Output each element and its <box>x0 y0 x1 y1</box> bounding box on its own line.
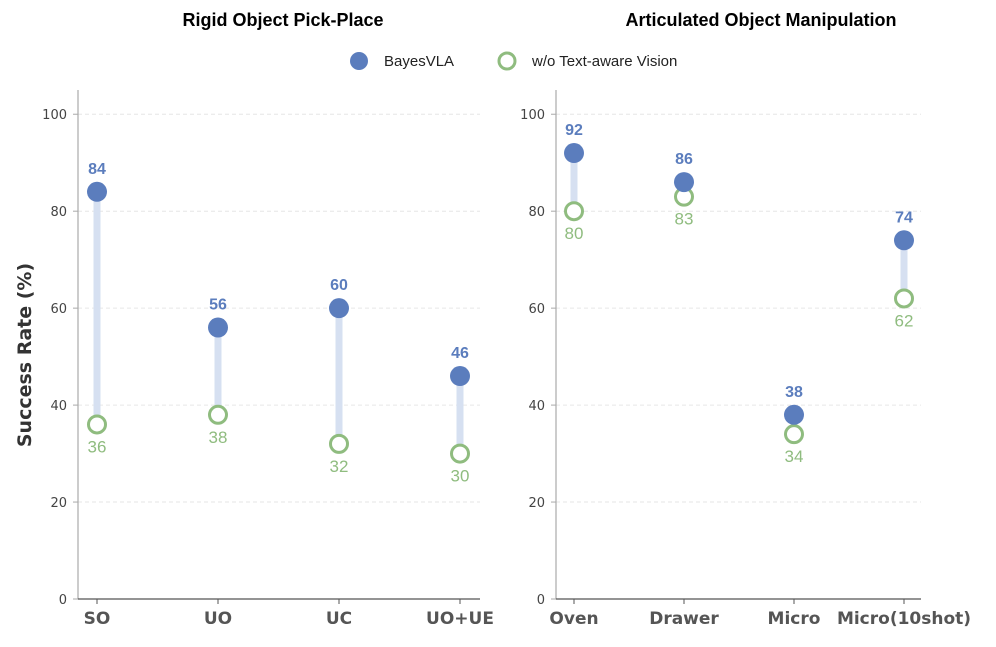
y-tick-label: 60 <box>528 302 545 317</box>
x-tick-label: Micro(10shot) <box>837 609 971 629</box>
data-label-bayesvla: 38 <box>785 384 803 401</box>
data-label-bayesvla: 46 <box>451 345 469 362</box>
x-tick-label: Oven <box>549 609 598 629</box>
legend-marker-without <box>497 51 517 71</box>
y-tick-label: 100 <box>520 108 545 123</box>
x-tick-label: UC <box>326 609 352 629</box>
data-label-without: 38 <box>209 428 228 447</box>
data-label-without: 34 <box>785 447 804 466</box>
point-bayesvla <box>87 181 107 202</box>
y-tick-label: 20 <box>50 496 67 511</box>
y-tick-label: 100 <box>42 108 67 123</box>
x-tick-label: SO <box>84 609 111 629</box>
y-axis-label: Success Rate (%) <box>14 263 36 447</box>
legend-label-with: BayesVLA <box>384 53 454 70</box>
y-tick-label: 0 <box>59 593 67 608</box>
data-label-bayesvla: 84 <box>88 161 106 178</box>
y-tick-label: 40 <box>50 399 67 414</box>
data-label-without: 36 <box>88 437 107 456</box>
y-tick-label: 40 <box>528 399 545 414</box>
point-bayesvla <box>450 366 470 387</box>
data-label-bayesvla: 60 <box>330 277 348 294</box>
panel-title: Rigid Object Pick-Place <box>182 10 383 30</box>
data-label-without: 62 <box>895 311 914 330</box>
point-without-text-aware <box>894 288 914 309</box>
point-without-text-aware <box>208 404 228 425</box>
y-tick-label: 80 <box>50 205 67 220</box>
panel-rigid-object: Rigid Object Pick-Place 0 20 40 60 80 100 SO 84 3… <box>42 10 494 629</box>
x-tick-label: UO <box>204 609 232 629</box>
x-tick-label: Drawer <box>649 609 719 629</box>
data-label-bayesvla: 92 <box>565 122 583 139</box>
x-tick-label: Micro <box>768 609 821 629</box>
legend: BayesVLA w/o Text-aware Vision <box>350 51 677 71</box>
data-label-bayesvla: 74 <box>895 209 913 226</box>
point-bayesvla <box>784 404 804 425</box>
point-without-text-aware <box>564 201 584 222</box>
point-bayesvla <box>894 230 914 251</box>
point-bayesvla <box>564 143 584 164</box>
x-tick-label: UO+UE <box>426 609 494 629</box>
point-bayesvla <box>208 317 228 338</box>
data-label-without: 80 <box>565 224 584 243</box>
point-bayesvla <box>674 172 694 193</box>
y-tick-label: 80 <box>528 205 545 220</box>
point-without-text-aware <box>329 433 349 454</box>
data-label-without: 32 <box>330 457 349 476</box>
point-bayesvla <box>329 298 349 319</box>
point-without-text-aware <box>450 443 470 464</box>
legend-label-without: w/o Text-aware Vision <box>531 53 677 70</box>
data-label-without: 83 <box>675 210 694 229</box>
y-tick-label: 0 <box>537 593 545 608</box>
legend-marker-with <box>350 52 368 70</box>
data-label-bayesvla: 56 <box>209 297 227 314</box>
panel-title: Articulated Object Manipulation <box>625 10 896 30</box>
y-tick-label: 20 <box>528 496 545 511</box>
y-tick-label: 60 <box>50 302 67 317</box>
data-label-without: 30 <box>451 467 470 486</box>
panel-articulated-object: Articulated Object Manipulation 0 20 40 60 80… <box>520 10 971 629</box>
point-without-text-aware <box>87 414 107 435</box>
data-label-bayesvla: 86 <box>675 151 693 168</box>
point-without-text-aware <box>784 424 804 445</box>
